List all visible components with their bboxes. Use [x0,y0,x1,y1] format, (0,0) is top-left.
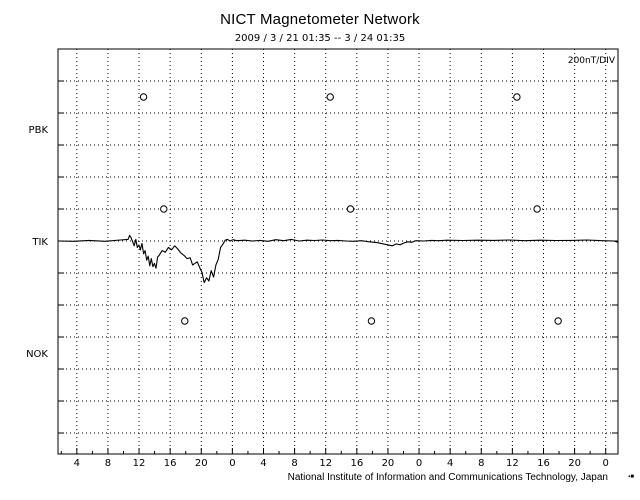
x-tick-label: 0 [229,458,235,469]
x-tick-label: 8 [105,458,111,469]
x-tick-label: 4 [447,458,453,469]
chart-title: NICT Magnetometer Network [220,11,420,28]
x-tick-labels: 4 8 12 16 20 0 4 8 12 16 20 0 4 8 12 16 20 0 [74,458,609,469]
x-tick-label: 0 [603,458,609,469]
x-tick-label: 12 [133,458,146,469]
midnight-marker-tik [346,205,355,213]
midnight-marker-tik [160,205,168,213]
midnight-marker-nok [367,317,376,325]
x-tick-label: 20 [568,458,581,469]
x-tick-label: 16 [537,458,550,469]
x-tick-label: 20 [382,458,395,469]
station-label-tik: TIK [31,237,48,248]
station-label-nok: NOK [26,349,48,360]
midnight-markers [139,93,562,325]
series-layer [57,234,619,284]
x-tick-label: 4 [74,458,80,469]
footer-credit: National Institute of Information and Co… [287,472,608,483]
station-label-pbk: PBK [29,125,49,136]
x-tick-label: 4 [260,458,266,469]
midnight-marker-pbk [513,93,521,101]
chart-subtitle: 2009 / 3 / 21 01:35 -- 3 / 24 01:35 [234,33,406,44]
x-tick-label: 20 [195,458,208,469]
x-tick-label: 0 [416,458,422,469]
x-tick-label: 16 [350,458,363,469]
midnight-marker-pbk [139,93,148,101]
grid-lines [58,49,618,454]
series-line-tik [57,234,619,284]
midnight-marker-nok [554,317,562,325]
plot-frame [57,48,619,455]
x-tick-label: 8 [291,458,297,469]
midnight-marker-nok [181,317,189,325]
corner-mark: ▪■ [628,474,634,480]
x-tick-label: 16 [164,458,177,469]
midnight-marker-tik [533,205,541,213]
scale-label: 200nT/DIV [568,56,616,66]
x-tick-label: 8 [478,458,484,469]
x-tick-label: 12 [506,458,519,469]
midnight-marker-pbk [326,93,334,101]
axis-ticks [58,80,618,454]
station-labels: PBK TIK NOK [26,125,48,360]
x-tick-label: 12 [319,458,332,469]
